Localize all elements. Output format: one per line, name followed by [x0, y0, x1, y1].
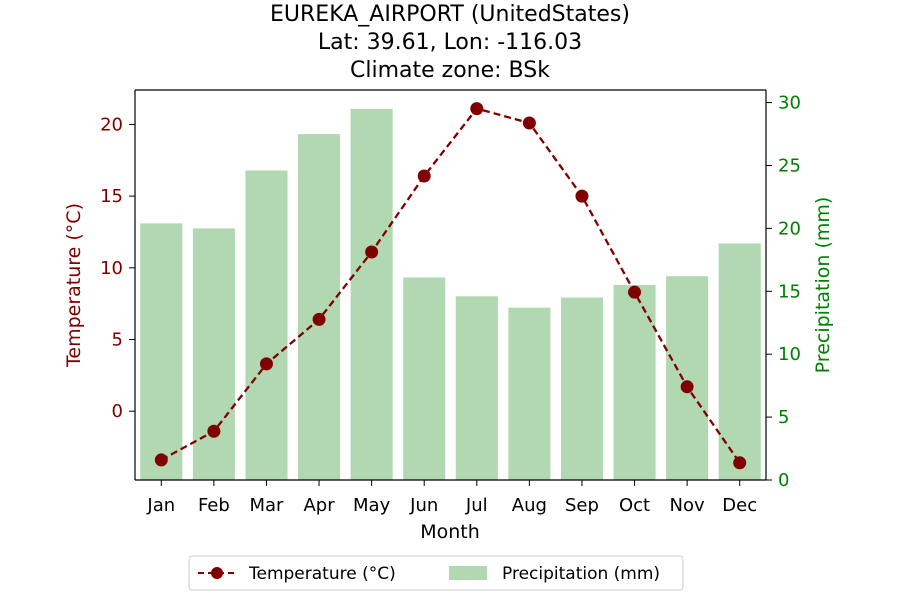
precipitation-tick-label: 15	[778, 281, 801, 302]
month-tick-label: Jun	[409, 495, 438, 516]
precipitation-bar-jun	[403, 277, 446, 480]
month-tick-label: Oct	[619, 495, 650, 516]
legend-precipitation-swatch	[449, 566, 487, 580]
precipitation-bar-oct	[613, 285, 656, 480]
month-tick-label: Sep	[565, 495, 599, 516]
temperature-point-aug	[522, 116, 536, 130]
temperature-axis-label: Temperature (°C)	[63, 203, 85, 368]
temperature-point-sep	[575, 189, 589, 203]
temperature-point-jun	[417, 169, 431, 183]
precipitation-tick-label: 0	[778, 470, 789, 491]
temperature-axis: 0 5 10 15 20	[100, 114, 135, 422]
precipitation-tick-label: 25	[778, 155, 801, 176]
temperature-line	[160, 107, 741, 464]
month-tick-label: Aug	[512, 495, 547, 516]
precipitation-bar-nov	[666, 276, 709, 480]
precipitation-bar-aug	[508, 307, 551, 480]
legend-frame	[188, 555, 684, 591]
month-tick-label: May	[353, 495, 391, 516]
precipitation-axis-label: Precipitation (mm)	[812, 197, 834, 374]
month-tick-label: Dec	[722, 495, 757, 516]
precipitation-tick-label: 5	[778, 407, 789, 428]
precipitation-bar-jan	[140, 223, 183, 480]
legend-precipitation-label: Precipitation (mm)	[502, 564, 660, 584]
precipitation-bar-mar	[245, 170, 288, 481]
precipitation-axis: 0 5 10 15 20 25 30	[766, 93, 801, 491]
legend-temperature-marker	[211, 567, 223, 579]
chart-title: EUREKA_AIRPORT (UnitedStates) Lat: 39.61,…	[270, 2, 630, 83]
precipitation-bar-apr	[298, 134, 341, 480]
temperature-point-apr	[312, 312, 326, 326]
precipitation-tick-label: 20	[778, 218, 801, 239]
precipitation-bar-may	[350, 108, 393, 480]
temperature-point-oct	[628, 285, 642, 299]
temperature-point-mar	[259, 357, 273, 371]
temperature-tick-label: 15	[100, 186, 123, 207]
precipitation-bar-dec	[718, 243, 761, 480]
month-tick-label: Feb	[198, 495, 230, 516]
temperature-point-may	[365, 245, 379, 259]
temperature-series	[154, 102, 747, 470]
month-tick-label: Apr	[303, 495, 335, 516]
temperature-point-dec	[733, 456, 747, 470]
temperature-tick-label: 5	[112, 329, 123, 350]
month-tick-label: Mar	[249, 495, 284, 516]
month-axis: Jan Feb Mar Apr May Jun Jul Aug Sep Oct Nov Dec	[146, 480, 757, 516]
precipitation-tick-label: 30	[778, 93, 801, 114]
month-tick-label: Jan	[146, 495, 175, 516]
temperature-tick-label: 20	[100, 114, 123, 135]
month-tick-label: Jul	[465, 495, 488, 516]
precipitation-bars	[140, 108, 761, 481]
temperature-point-feb	[207, 424, 221, 438]
temperature-point-jul	[470, 102, 484, 116]
title-line-1: EUREKA_AIRPORT (UnitedStates)	[270, 2, 630, 27]
legend: Temperature (°C) Precipitation (mm)	[188, 555, 684, 591]
temperature-tick-label: 10	[100, 258, 123, 279]
legend-temperature-label: Temperature (°C)	[248, 564, 396, 584]
precipitation-bar-feb	[192, 228, 235, 480]
precipitation-bar-jul	[455, 296, 498, 480]
temperature-point-nov	[680, 380, 694, 394]
month-tick-label: Nov	[670, 495, 705, 516]
temperature-point-jan	[154, 453, 168, 467]
precipitation-bar-sep	[560, 297, 603, 480]
precipitation-tick-label: 10	[778, 344, 801, 365]
axes	[134, 89, 767, 481]
temperature-tick-label: 0	[112, 401, 123, 422]
title-line-3: Climate zone: BSk	[350, 58, 550, 83]
x-axis-label: Month	[420, 521, 480, 543]
title-line-2: Lat: 39.61, Lon: -116.03	[318, 30, 582, 55]
